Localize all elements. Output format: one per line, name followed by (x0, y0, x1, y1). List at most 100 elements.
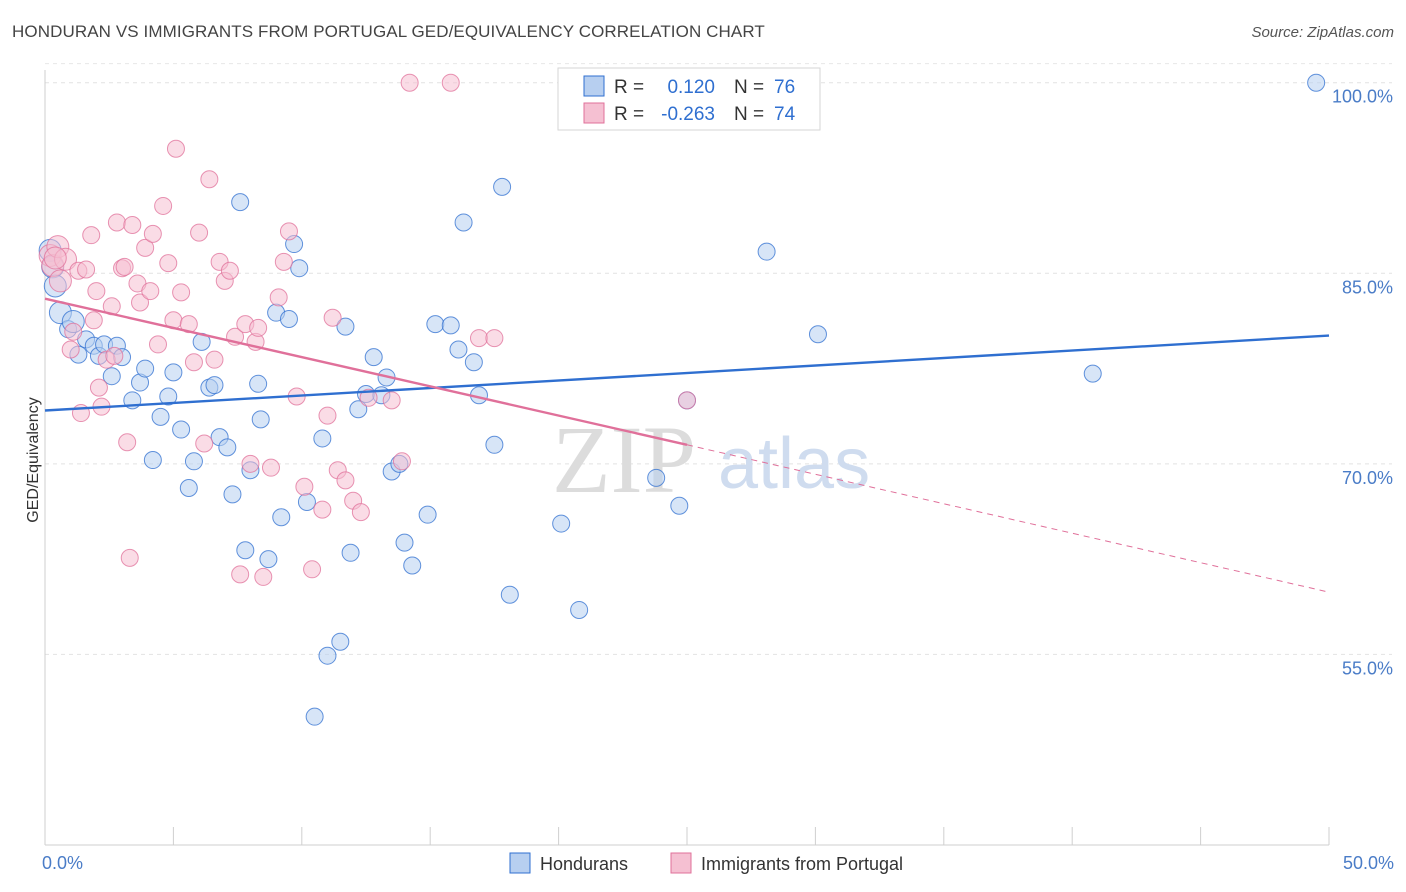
portugal-point (249, 318, 268, 337)
honduran-point (136, 359, 155, 378)
portugal-point (392, 452, 411, 471)
series-swatch-hondurans (509, 852, 531, 874)
honduran-point (454, 213, 473, 232)
honduran-point (364, 348, 383, 367)
honduran-point (464, 353, 483, 372)
honduran-point (184, 452, 203, 471)
legend-r-label-2: R = (614, 104, 644, 125)
series-legend: Hondurans Immigrants from Portugal (509, 852, 903, 874)
portugal-point (115, 257, 134, 276)
portugal-point (336, 471, 355, 490)
watermark-zip: ZIP (552, 406, 696, 513)
portugal-point (61, 340, 80, 359)
source-credit: Source: ZipAtlas.com (1251, 24, 1394, 41)
honduran-point (102, 367, 121, 386)
portugal-point (400, 73, 419, 92)
honduran-point (449, 340, 468, 359)
honduran-point (259, 550, 278, 569)
honduran-point (418, 505, 437, 524)
portugal-point (382, 391, 401, 410)
honduran-point (236, 541, 255, 560)
grid-lines (45, 63, 1392, 655)
portugal-point (159, 254, 178, 273)
honduran-point (272, 508, 291, 527)
y-axis-label: GED/Equivalency (25, 397, 42, 522)
portugal-point (313, 500, 332, 519)
honduran-point (290, 259, 309, 278)
portugal-point (261, 458, 280, 477)
honduran-point (249, 374, 268, 393)
portugal-point (279, 222, 298, 241)
portugal-point (84, 311, 103, 330)
honduran-point (164, 363, 183, 382)
legend-r-value-1: 0.120 (667, 77, 715, 98)
portugal-point (231, 565, 250, 584)
watermark-atlas: atlas (718, 424, 870, 504)
y-tick-label-55: 55.0% (1342, 658, 1393, 678)
portugal-point (48, 269, 72, 293)
honduran-point (143, 451, 162, 470)
portugal-point (82, 226, 101, 245)
honduran-point (426, 315, 445, 334)
portugal-point (441, 73, 460, 92)
portugal-point (107, 213, 126, 232)
portugal-point (77, 260, 96, 279)
portugal-point (359, 388, 378, 407)
portugal-point (172, 283, 191, 302)
portugal-point (141, 282, 160, 301)
y-tick-label-85: 85.0% (1342, 277, 1393, 297)
portugal-point (295, 477, 314, 496)
x-tick-labels: 0.0% 50.0% (42, 853, 1394, 873)
honduran-point (297, 492, 316, 511)
portugal-point (184, 353, 203, 372)
portugal-point (241, 454, 260, 473)
portugal-point (120, 548, 139, 567)
portugal-point (254, 567, 273, 586)
portugal-point (678, 391, 696, 410)
portugal-point (318, 406, 337, 425)
portugal-point (220, 261, 239, 280)
legend-r-value-2: -0.263 (661, 104, 715, 125)
honduran-point (179, 478, 198, 497)
portugal-point (136, 238, 155, 257)
portugal-point (154, 196, 173, 215)
honduran-point (395, 533, 414, 552)
honduran-point (336, 317, 355, 336)
trend-lines (44, 297, 1330, 593)
legend-r-label-1: R = (614, 77, 644, 98)
watermark: ZIP atlas (552, 406, 870, 513)
honduran-point (403, 556, 422, 575)
portugal-point (274, 252, 293, 271)
portugal-point (64, 322, 83, 341)
portugal-point (131, 293, 150, 312)
legend-n-label-2: N = (734, 104, 764, 125)
portugal-point (195, 434, 214, 453)
portugal-point (323, 308, 342, 327)
honduran-point (218, 438, 237, 457)
portugal-point (148, 335, 167, 354)
y-tick-label-100: 100.0% (1332, 87, 1393, 107)
honduran-point (670, 496, 689, 515)
honduran-point (552, 514, 571, 533)
honduran-point (251, 410, 270, 429)
portugal-point (87, 282, 106, 301)
correlation-legend: R = 0.120 N = 76 R = -0.263 N = 74 (557, 67, 821, 131)
honduran-point (349, 400, 368, 419)
honduran-point (1083, 364, 1102, 383)
honduran-point (1307, 73, 1326, 92)
portugal-point (351, 503, 370, 522)
honduran-point (223, 485, 242, 504)
portugal-point (200, 170, 219, 189)
portugal-point (89, 378, 108, 397)
y-tick-labels: 55.0% 70.0% 85.0% 100.0% (1332, 87, 1393, 679)
portugal-point (205, 350, 224, 369)
chart-title: HONDURAN VS IMMIGRANTS FROM PORTUGAL GED… (12, 22, 765, 41)
legend-swatch-pink (583, 102, 605, 124)
portugal-point (303, 560, 322, 579)
honduran-point (331, 632, 350, 651)
honduran-point (493, 177, 512, 196)
series-label-portugal: Immigrants from Portugal (701, 854, 903, 874)
honduran-point (279, 310, 298, 329)
portugal-point (166, 139, 185, 158)
